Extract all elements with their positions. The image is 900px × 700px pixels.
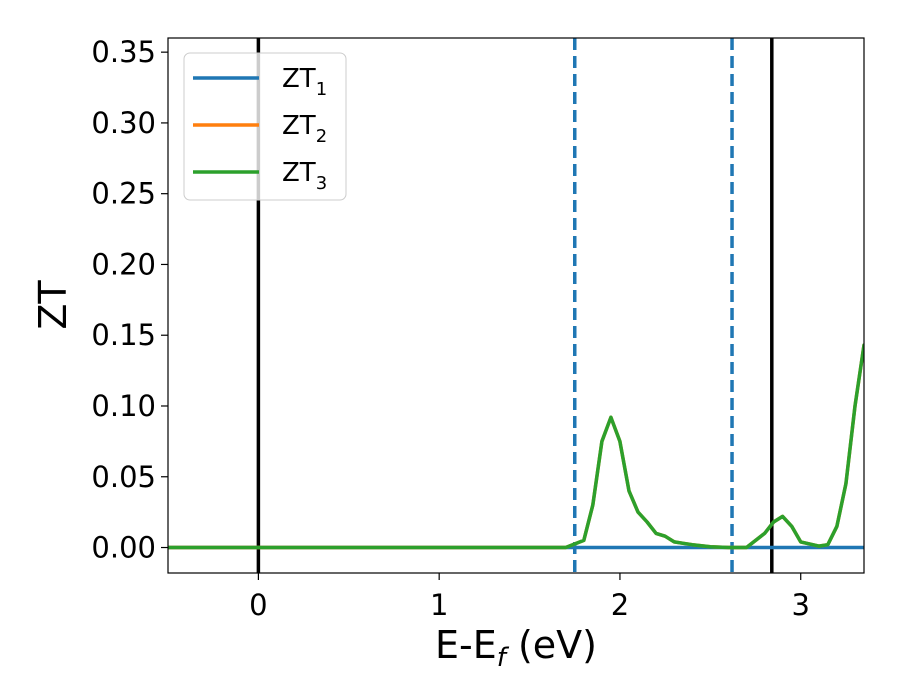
y-axis-title: ZT bbox=[31, 280, 75, 330]
legend-label-2: ZT2 bbox=[282, 111, 327, 147]
x-tick-label: 1 bbox=[430, 588, 448, 622]
y-tick-label: 0.25 bbox=[91, 177, 156, 211]
plot-area bbox=[168, 38, 864, 573]
axis-ticks: 0 1 2 3 0.00 0.05 0.10 0.15 0.20 0.25 0.30 0.35 bbox=[91, 35, 810, 622]
y-tick-label: 0.30 bbox=[91, 106, 156, 140]
series-line-2 bbox=[168, 343, 864, 550]
x-tick-label: 3 bbox=[792, 588, 810, 622]
legend-label-1: ZT1 bbox=[282, 64, 327, 100]
y-tick-label: 0.05 bbox=[91, 460, 156, 494]
y-tick-label: 0.10 bbox=[91, 389, 156, 423]
y-tick-label: 0.20 bbox=[91, 247, 156, 281]
y-tick-label: 0.00 bbox=[91, 531, 156, 565]
x-tick-label: 2 bbox=[611, 588, 629, 622]
legend-box bbox=[183, 52, 347, 201]
x-tick-label: 0 bbox=[249, 588, 267, 622]
plot-frame bbox=[167, 37, 865, 574]
legend-label-3: ZT3 bbox=[282, 158, 327, 194]
series-line-3 bbox=[168, 343, 864, 550]
y-tick-label: 0.35 bbox=[91, 35, 156, 69]
legend: ZT1 ZT2 ZT3 bbox=[183, 52, 347, 201]
y-tick-label: 0.15 bbox=[91, 318, 156, 352]
x-axis-title: E-Ef (eV) bbox=[435, 623, 597, 673]
